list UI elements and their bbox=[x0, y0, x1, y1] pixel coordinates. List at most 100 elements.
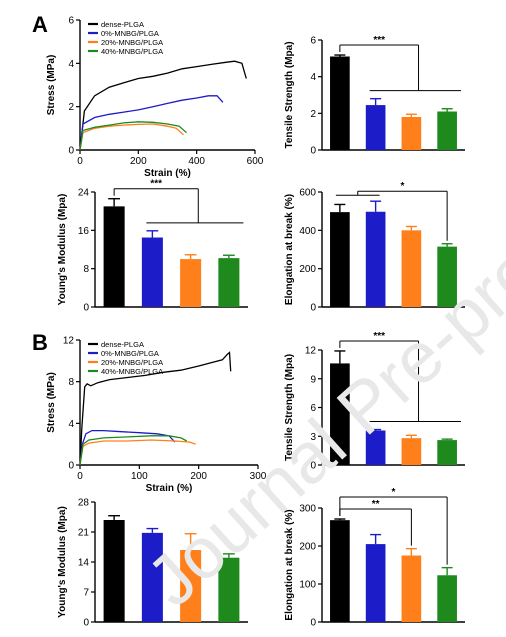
bar-3 bbox=[401, 555, 422, 622]
series-line-1 bbox=[79, 60, 247, 151]
bar-2 bbox=[365, 105, 386, 150]
y-tick-label: 300 bbox=[299, 504, 316, 515]
legend: dense-PLGA0%-MNBG/PLGA20%-MNBG/PLGA40%-M… bbox=[88, 340, 163, 376]
bar-1 bbox=[330, 56, 350, 150]
bar-4 bbox=[437, 111, 457, 150]
panel-label-B: B bbox=[32, 330, 48, 355]
plot-B4: *** bbox=[330, 487, 457, 622]
y-axis-label: Elongation at break (%) bbox=[284, 194, 295, 305]
x-axis-label: Strain (%) bbox=[146, 483, 193, 494]
y-tick-label: 0 bbox=[83, 303, 89, 314]
x-tick-label: 200 bbox=[130, 156, 147, 167]
axes-B4: 0 100 200 300 Elongation at break (%) bbox=[284, 504, 465, 629]
x-tick-label: 400 bbox=[188, 156, 205, 167]
y-tick-label: 4 bbox=[68, 59, 74, 70]
panel-label-A: A bbox=[32, 12, 48, 37]
legend-label: dense-PLGA bbox=[101, 340, 144, 349]
legend-label: 0%-MNBG/PLGA bbox=[101, 29, 159, 38]
bar-2 bbox=[365, 430, 386, 465]
y-axis-label: Young's Modulus (Mpa) bbox=[57, 194, 68, 306]
significance-label: * bbox=[400, 181, 404, 192]
y-tick-label: 400 bbox=[299, 226, 316, 237]
bar-2 bbox=[365, 211, 386, 307]
legend: dense-PLGA0%-MNBG/PLGA20%-MNBG/PLGA40%-M… bbox=[88, 20, 163, 56]
y-tick-label: 12 bbox=[305, 346, 317, 357]
x-tick-label: 300 bbox=[250, 471, 267, 482]
x-tick-label: 600 bbox=[247, 156, 264, 167]
significance-label: * bbox=[392, 487, 396, 498]
significance-label: ** bbox=[372, 499, 380, 510]
bar-2 bbox=[141, 532, 163, 622]
x-tick-label: 0 bbox=[77, 156, 83, 167]
bar-3 bbox=[401, 117, 422, 150]
y-tick-label: 7 bbox=[83, 588, 89, 599]
y-tick-label: 0 bbox=[310, 146, 316, 157]
significance-1: *** bbox=[339, 331, 461, 423]
bar-4 bbox=[437, 575, 457, 622]
bar-4 bbox=[218, 258, 240, 307]
y-tick-label: 3 bbox=[310, 432, 316, 443]
bar-1 bbox=[330, 363, 350, 465]
y-tick-label: 2 bbox=[310, 109, 316, 120]
y-tick-label: 600 bbox=[299, 188, 316, 199]
bar-3 bbox=[401, 438, 422, 465]
series-line-3 bbox=[79, 123, 184, 151]
plot-B1: 0 100 200 300 Strain (%) dense-PLGA0%-MNBG/PL… bbox=[77, 340, 267, 494]
y-tick-label: 8 bbox=[83, 264, 89, 275]
y-tick-label: 0 bbox=[68, 461, 74, 472]
y-tick-label: 8 bbox=[68, 377, 74, 388]
plot-A4: * bbox=[330, 181, 457, 307]
y-tick-label: 200 bbox=[299, 542, 316, 553]
y-tick-label: 4 bbox=[310, 72, 316, 83]
legend-label: 20%-MNBG/PLGA bbox=[101, 358, 163, 367]
x-axis-label: Strain (%) bbox=[144, 168, 191, 179]
significance-label: *** bbox=[150, 179, 162, 190]
legend-label: dense-PLGA bbox=[101, 20, 144, 29]
y-tick-label: 0 bbox=[310, 461, 316, 472]
y-axis-label: Elongation at break (%) bbox=[284, 509, 295, 620]
legend-label: 40%-MNBG/PLGA bbox=[101, 47, 163, 56]
y-tick-label: 6 bbox=[68, 16, 74, 27]
y-tick-label: 6 bbox=[310, 403, 316, 414]
series-line-2 bbox=[79, 95, 224, 151]
bar-4 bbox=[218, 557, 240, 622]
bar-1 bbox=[103, 520, 125, 622]
series-line-4 bbox=[79, 121, 187, 151]
legend-label: 20%-MNBG/PLGA bbox=[101, 38, 163, 47]
bar-1 bbox=[330, 212, 350, 307]
axes-A4: 0 200 400 600 Elongation at break (%) bbox=[284, 188, 465, 314]
bar-3 bbox=[180, 550, 202, 622]
significance-label: *** bbox=[373, 331, 385, 342]
series-line-4 bbox=[79, 435, 188, 466]
bar-2 bbox=[365, 544, 386, 622]
bar-3 bbox=[401, 230, 422, 307]
axes-A1: 0 2 4 6 Stress (MPa) bbox=[46, 16, 255, 157]
y-tick-label: 16 bbox=[78, 226, 90, 237]
y-tick-label: 6 bbox=[310, 36, 316, 47]
significance-1: *** bbox=[113, 179, 244, 224]
legend-label: 40%-MNBG/PLGA bbox=[101, 367, 163, 376]
y-axis-label: Tensile Strength (Mpa) bbox=[284, 354, 295, 461]
x-tick-label: 200 bbox=[190, 471, 207, 482]
bar-1 bbox=[330, 520, 350, 622]
significance-label: *** bbox=[373, 35, 385, 46]
bar-4 bbox=[437, 440, 457, 465]
plot-A3: *** bbox=[103, 179, 244, 307]
bar-4 bbox=[437, 246, 457, 307]
y-axis-label: Young's Modulus (Mpa) bbox=[57, 506, 68, 618]
significance-2: * bbox=[339, 487, 448, 565]
plot-B2: *** bbox=[330, 331, 461, 465]
y-axis-label: Stress (MPa) bbox=[46, 372, 57, 433]
plot-A2: *** bbox=[330, 35, 461, 150]
y-tick-label: 14 bbox=[78, 558, 90, 569]
y-tick-label: 0 bbox=[310, 303, 316, 314]
axes-B1: 0 4 8 12 Stress (MPa) bbox=[46, 336, 258, 472]
plot-B3 bbox=[103, 515, 240, 622]
y-tick-label: 0 bbox=[68, 146, 74, 157]
y-tick-label: 9 bbox=[310, 374, 316, 385]
y-tick-label: 21 bbox=[78, 528, 90, 539]
x-tick-label: 100 bbox=[131, 471, 148, 482]
significance-1: * bbox=[335, 181, 448, 241]
y-tick-label: 2 bbox=[68, 102, 74, 113]
